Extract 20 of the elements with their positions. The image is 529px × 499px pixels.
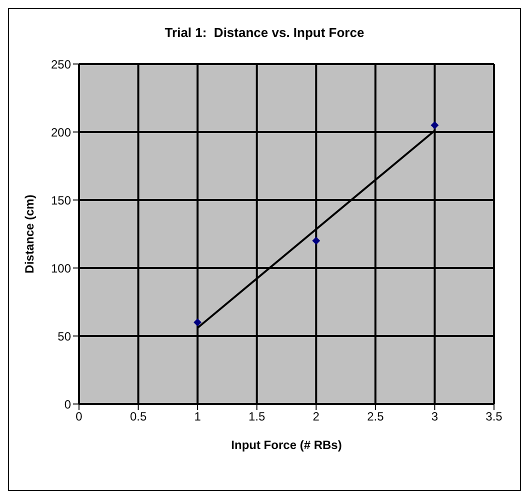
y-tick-label: 150 <box>50 193 72 208</box>
point <box>194 318 202 326</box>
y-tick-label: 100 <box>50 261 72 276</box>
x-tick-label: 3 <box>431 410 438 424</box>
x-tick-label: 2 <box>312 410 320 424</box>
x-tick-label: 2.5 <box>367 410 384 424</box>
y-tick-label: 0 <box>64 397 72 412</box>
point <box>430 121 439 130</box>
x-axis-title: Input Force (# RBs) <box>231 438 342 452</box>
y-tick-label: 200 <box>50 125 72 140</box>
x-tick-label: 0 <box>76 410 83 424</box>
point <box>312 236 320 245</box>
y-axis-title: Distance (cm) <box>22 194 36 274</box>
x-tick-label: 1 <box>194 410 202 424</box>
chart-title: Trial 1: Distance vs. Input Force <box>164 25 366 40</box>
y-tick-label: 50 <box>58 329 72 344</box>
x-tick-label: 1.5 <box>248 410 266 424</box>
x-tick-label: 3.5 <box>486 410 503 424</box>
x-tick-label: 0.5 <box>130 410 147 424</box>
y-tick-label: 250 <box>50 57 72 72</box>
